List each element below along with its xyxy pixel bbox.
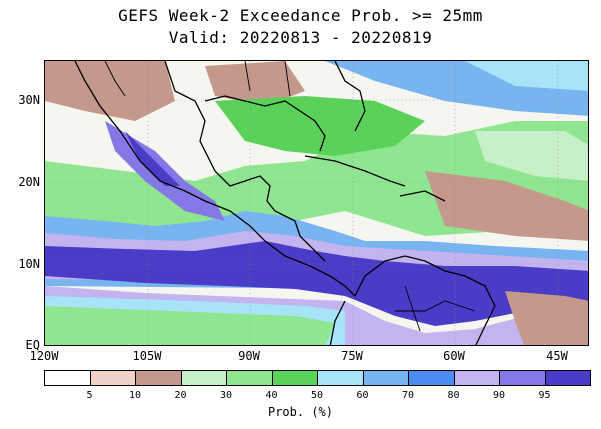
colorbar-swatch — [89, 370, 136, 386]
map-title: GEFS Week-2 Exceedance Prob. >= 25mm — [118, 6, 483, 25]
colorbar-tick-label: 20 — [174, 390, 187, 401]
lon-label-60w: 60W — [443, 349, 465, 363]
lon-label-75w: 75W — [341, 349, 363, 363]
lon-label-120w: 120W — [29, 349, 59, 363]
colorbar-swatch — [135, 370, 182, 386]
colorbar-tick-label: 5 — [86, 390, 93, 401]
colorbar-tick-label: 60 — [356, 390, 369, 401]
colorbar-swatch — [271, 370, 318, 386]
colorbar-swatch — [317, 370, 364, 386]
colorbar-swatch — [544, 370, 591, 386]
colorbar-tick-label: 70 — [401, 390, 415, 401]
lat-label-20n: 20N — [18, 175, 40, 189]
lon-label-90w: 90W — [238, 349, 260, 363]
probability-map — [44, 60, 589, 346]
lon-label-45w: 45W — [546, 349, 568, 363]
colorbar-tick-label: 80 — [447, 390, 460, 401]
colorbar-swatch — [44, 370, 91, 386]
colorbar-tick-label: 90 — [492, 390, 506, 401]
lat-label-30n: 30N — [18, 93, 40, 107]
colorbar — [44, 370, 591, 386]
colorbar-swatch — [180, 370, 227, 386]
colorbar-swatch — [362, 370, 409, 386]
colorbar-swatch — [408, 370, 455, 386]
lat-label-10n: 10N — [18, 257, 40, 271]
colorbar-swatch — [499, 370, 546, 386]
colorbar-title: Prob. (%) — [267, 405, 334, 419]
lon-label-105w: 105W — [132, 349, 162, 363]
colorbar-tick-label: 10 — [128, 390, 142, 401]
colorbar-swatch — [453, 370, 500, 386]
colorbar-swatch — [226, 370, 273, 386]
colorbar-tick-label: 40 — [265, 390, 278, 401]
colorbar-tick-label: 95 — [538, 390, 551, 401]
colorbar-tick-label: 50 — [310, 390, 324, 401]
colorbar-tick-label: 30 — [219, 390, 233, 401]
lat-label-eq: EQ — [25, 338, 40, 352]
valid-dates: Valid: 20220813 - 20220819 — [168, 28, 433, 47]
